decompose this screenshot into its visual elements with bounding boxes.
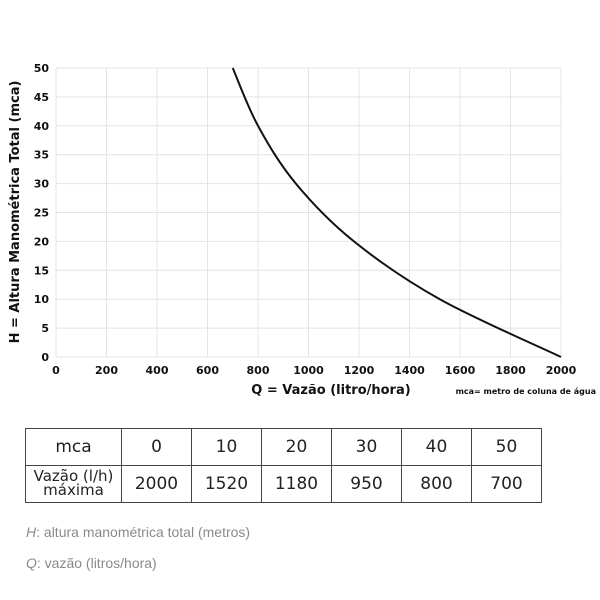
y-tick-label: 20 [34,235,50,248]
table-cell: mca [25,428,122,466]
footnote-symbol: Q [26,555,37,571]
table-header-row: mca 0 10 20 30 40 50 [25,428,542,466]
table-cell: 0 [121,428,192,466]
y-tick-label: 0 [41,351,49,364]
y-tick-label: 35 [34,149,49,162]
x-tick-label: 1800 [495,364,526,377]
table-cell: 950 [331,465,402,503]
row-label-line1: Vazão (l/h) [33,467,114,485]
table-cell: 40 [401,428,472,466]
y-tick-label: 30 [34,178,50,191]
table-cell: 20 [261,428,332,466]
table-cell: 1520 [191,465,262,503]
curve-line [231,67,562,358]
table-cell: 800 [401,465,472,503]
y-axis-label: H = Altura Manométrica Total (mca) [8,81,23,344]
y-tick-label: 10 [34,293,50,306]
y-tick-label: 45 [34,91,49,104]
table-row: Vazão (l/h) máxima 2000 1520 1180 950 800… [25,465,542,503]
x-tick-label: 1600 [445,364,476,377]
data-table: mca 0 10 20 30 40 50 Vazão (l/h) máxima 2… [25,428,542,503]
x-tick-label: 0 [52,364,60,377]
x-tick-label: 1400 [394,364,425,377]
pump-curve-chart: 0 200 400 600 800 1000 1200 1400 1600 1800 2000 0 5 1… [8,62,596,398]
y-tick-label: 50 [34,62,50,75]
x-tick-label: 200 [95,364,118,377]
x-axis-label: Q = Vazão (litro/hora) [251,383,410,398]
footnote-text: : vazão (litros/hora) [36,555,157,571]
y-tick-label: 5 [41,322,49,335]
x-tick-label: 800 [247,364,270,377]
footnote-q: Q: vazão (litros/hora) [26,555,157,571]
table-cell: 2000 [121,465,192,503]
table-cell: 30 [331,428,402,466]
footnote-text: : altura manométrica total (metros) [36,524,251,540]
table-cell: 50 [471,428,542,466]
x-tick-label: 400 [146,364,169,377]
footnote-symbol: H [26,524,37,540]
x-tick-label: 2000 [546,364,577,377]
row-label: Vazão (l/h) máxima [25,465,122,503]
table-cell: 1180 [261,465,332,503]
table-cell: 700 [471,465,542,503]
row-label-line2: máxima [43,481,104,499]
x-tick-label: 1000 [293,364,324,377]
unit-note: mca= metro de coluna de água [456,387,596,396]
table-cell: 10 [191,428,262,466]
x-tick-label: 1200 [344,364,375,377]
footnote-h: H: altura manométrica total (metros) [26,524,250,540]
y-tick-label: 15 [34,264,49,277]
x-tick-label: 600 [196,364,219,377]
y-tick-label: 25 [34,207,49,220]
y-tick-label: 40 [34,120,50,133]
